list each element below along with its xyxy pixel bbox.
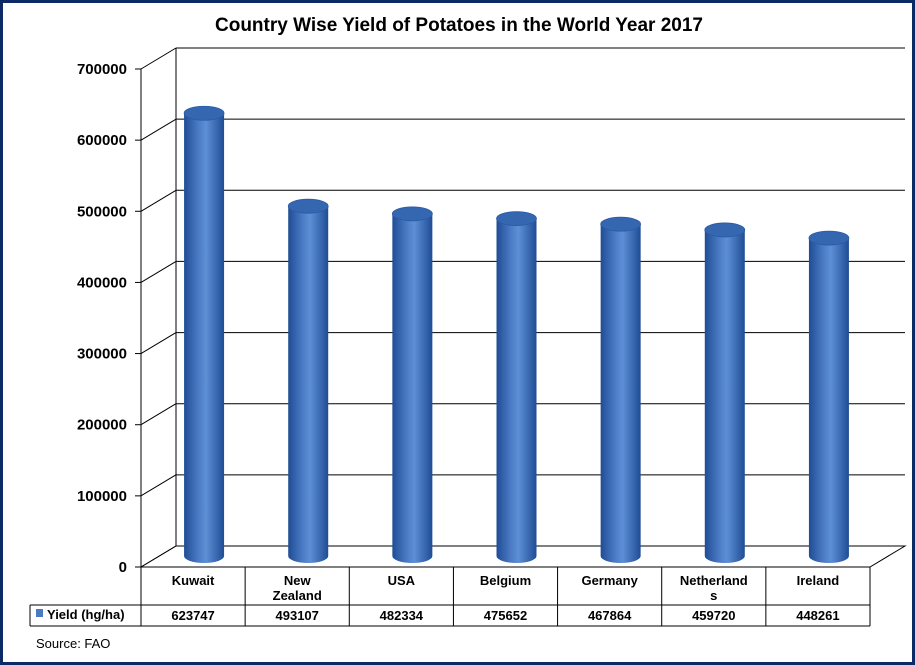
bar-top bbox=[600, 216, 642, 232]
y-tick-label: 400000 bbox=[77, 274, 127, 291]
data-value-label: 482334 bbox=[380, 608, 424, 623]
gridline-side bbox=[140, 403, 177, 426]
bar bbox=[496, 211, 537, 563]
bar bbox=[808, 230, 850, 564]
y-tick-label: 0 bbox=[119, 559, 127, 576]
category-label: Germany bbox=[581, 573, 638, 588]
category-label: Zealand bbox=[273, 588, 322, 603]
y-tick-label: 300000 bbox=[77, 346, 127, 363]
category-label: Belgium bbox=[480, 573, 531, 588]
data-value-label: 467864 bbox=[588, 608, 632, 623]
y-tick-label: 500000 bbox=[77, 203, 127, 220]
bar bbox=[600, 216, 642, 563]
bar-top bbox=[287, 198, 329, 214]
gridline-side bbox=[140, 47, 177, 70]
gridline-side bbox=[140, 332, 177, 355]
y-tick-label: 600000 bbox=[77, 132, 127, 149]
gridline-side bbox=[140, 189, 177, 212]
category-label: New bbox=[284, 573, 312, 588]
bar-top bbox=[496, 211, 537, 227]
category-label: Kuwait bbox=[172, 573, 215, 588]
chart-floor bbox=[139, 545, 907, 568]
bar bbox=[287, 198, 329, 564]
legend-label: Yield (hg/ha) bbox=[47, 607, 125, 622]
category-label: Netherland bbox=[680, 573, 748, 588]
source-note: Source: FAO bbox=[36, 636, 110, 651]
y-tick-label: 700000 bbox=[77, 61, 127, 78]
bar bbox=[183, 105, 225, 563]
bar-top bbox=[391, 206, 433, 222]
gridline-side bbox=[140, 118, 177, 141]
chart-title: Country Wise Yield of Potatoes in the Wo… bbox=[215, 15, 703, 36]
legend-key bbox=[36, 609, 43, 617]
y-tick-label: 100000 bbox=[77, 488, 127, 505]
data-value-label: 493107 bbox=[276, 608, 319, 623]
y-tick-label: 200000 bbox=[77, 417, 127, 434]
data-value-label: 448261 bbox=[796, 608, 839, 623]
category-label: s bbox=[710, 588, 717, 603]
bar-body bbox=[184, 113, 225, 563]
data-value-label: 623747 bbox=[171, 608, 214, 623]
gridline-side bbox=[140, 260, 177, 283]
bar-body bbox=[808, 238, 849, 564]
gridline-side bbox=[140, 474, 177, 497]
bar-body bbox=[496, 218, 537, 563]
bar bbox=[704, 222, 746, 563]
data-value-label: 459720 bbox=[692, 608, 735, 623]
bar-top bbox=[808, 230, 850, 246]
data-value-label: 475652 bbox=[484, 608, 527, 623]
bar-body bbox=[704, 229, 745, 563]
bar-top bbox=[704, 222, 746, 238]
bar bbox=[391, 206, 433, 563]
bar-body bbox=[600, 224, 641, 563]
bar-body bbox=[392, 213, 433, 563]
bar-body bbox=[288, 206, 329, 564]
bar-top bbox=[183, 105, 225, 121]
category-label: Ireland bbox=[797, 573, 840, 588]
category-label: USA bbox=[388, 573, 416, 588]
